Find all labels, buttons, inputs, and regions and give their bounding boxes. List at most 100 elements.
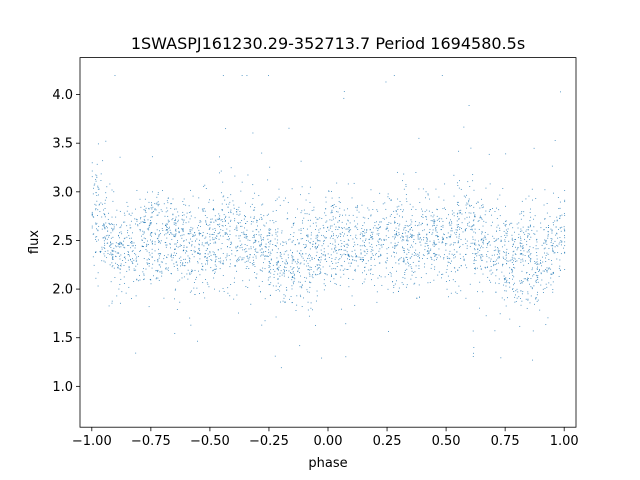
scatter-point [91,162,93,164]
scatter-point [131,245,133,247]
scatter-point [279,290,281,292]
scatter-point [362,230,364,232]
scatter-point [317,235,319,237]
scatter-point [246,255,248,257]
scatter-point [205,256,206,258]
scatter-point [246,236,248,237]
scatter-point [130,247,132,249]
scatter-point [520,253,521,255]
scatter-point [454,281,456,283]
scatter-point [551,165,553,167]
scatter-point [118,244,120,245]
scatter-point [441,75,443,77]
scatter-point [218,213,220,215]
scatter-point [397,198,399,200]
scatter-point [316,225,317,227]
scatter-point [487,244,488,246]
scatter-point [559,207,561,209]
scatter-point [530,278,532,279]
scatter-point [480,254,482,256]
scatter-point [96,200,98,202]
scatter-point [507,260,509,262]
scatter-point [191,269,193,271]
scatter-point [237,245,239,247]
scatter-point [536,268,538,270]
scatter-point [108,222,110,224]
scatter-point [458,218,460,220]
scatter-point [557,237,559,239]
scatter-point [118,288,120,290]
scatter-point [194,232,196,234]
scatter-point [238,257,240,259]
scatter-point [522,248,523,250]
scatter-point [234,229,236,231]
scatter-point [496,207,497,209]
scatter-point [139,230,141,232]
scatter-point [268,284,270,286]
scatter-point [120,254,122,256]
scatter-point [387,227,389,229]
scatter-point [127,259,129,261]
scatter-point [115,262,117,264]
scatter-point [530,286,532,288]
scatter-point [128,235,130,237]
scatter-point [170,253,172,255]
scatter-point [516,260,518,262]
scatter-point [309,281,311,283]
scatter-point [275,285,277,287]
scatter-point [443,257,445,259]
scatter-point [212,237,214,239]
scatter-point [154,232,156,234]
scatter-point [472,220,474,222]
scatter-point [108,305,110,307]
scatter-point [230,284,232,285]
scatter-point [158,241,160,243]
scatter-point [436,215,438,217]
scatter-point [148,258,150,260]
scatter-point [345,254,347,256]
scatter-point [354,268,356,270]
scatter-point [503,230,505,232]
scatter-point [96,163,98,165]
scatter-point [413,235,415,237]
scatter-point [215,268,217,270]
scatter-point [177,219,179,221]
scatter-point [268,265,270,266]
scatter-point [457,229,458,231]
scatter-point [343,253,345,255]
y-axis-label: flux [27,230,42,254]
scatter-point [151,252,153,254]
scatter-point [341,221,343,223]
scatter-point [126,236,128,238]
scatter-point [162,223,164,225]
scatter-point [474,242,476,244]
scatter-point [335,273,337,275]
scatter-point [105,235,107,237]
scatter-point [414,271,416,273]
x-tick-label: 0.50 [432,434,461,449]
scatter-point [212,199,214,201]
scatter-point [425,216,427,218]
scatter-point [345,356,347,358]
scatter-point [527,279,528,281]
scatter-point [431,233,433,235]
scatter-point [151,242,153,244]
scatter-point [270,253,272,255]
scatter-point [310,266,312,268]
scatter-point [550,238,552,240]
scatter-point [347,244,349,246]
scatter-point [480,265,481,267]
scatter-point [485,267,486,269]
scatter-point [148,229,150,231]
scatter-point [409,246,411,248]
scatter-point [170,232,172,234]
scatter-point [427,194,429,196]
scatter-point [455,291,457,293]
scatter-point [182,230,184,232]
scatter-point [92,193,94,195]
scatter-point [104,236,106,238]
scatter-point [228,238,230,240]
scatter-point [494,260,496,262]
scatter-point [530,208,531,210]
scatter-point [110,244,112,246]
